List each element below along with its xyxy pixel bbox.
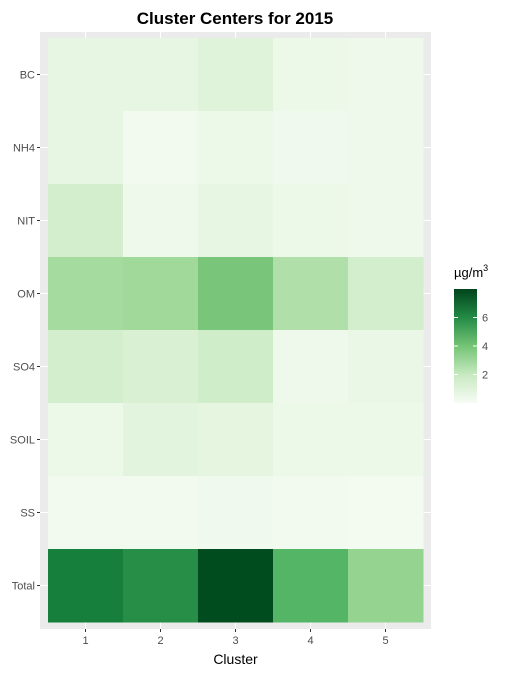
- legend-ticks: 2 4 6: [454, 313, 488, 382]
- heatmap-tile-nh4-cluster-3: [198, 111, 274, 185]
- y-tick-label-nit: NIT: [17, 216, 35, 228]
- heatmap-tile-bc-cluster-1: [48, 38, 124, 112]
- heatmap-tile-bc-cluster-3: [198, 38, 274, 112]
- legend-tick-label-4: 4: [482, 341, 488, 353]
- heatmap-tile-soil-cluster-2: [123, 403, 199, 477]
- heatmap-tile-so4-cluster-1: [48, 330, 124, 404]
- y-axis: BC NH4 NIT OM SO4 SOIL SS Total: [10, 70, 40, 593]
- legend-tick-label-6: 6: [482, 313, 488, 325]
- heatmap-tile-total-cluster-1: [48, 549, 124, 623]
- x-tick-label-3: 3: [232, 635, 238, 647]
- y-tick-label-so4: SO4: [13, 362, 35, 374]
- heatmap-tile-om-cluster-3: [198, 257, 274, 331]
- color-legend: µg/m3 2 4 6: [454, 263, 488, 403]
- y-tick-label-ss: SS: [20, 508, 35, 520]
- y-tick-label-om: OM: [17, 289, 35, 301]
- heatmap-tile-nit-cluster-3: [198, 184, 274, 258]
- x-axis: 1 2 3 4 5: [82, 629, 389, 647]
- heatmap-tile-soil-cluster-3: [198, 403, 274, 477]
- heatmap-tile-ss-cluster-4: [273, 476, 349, 550]
- heatmap-tile-total-cluster-4: [273, 549, 349, 623]
- heatmap-tile-total-cluster-5: [348, 549, 424, 623]
- heatmap-tile-so4-cluster-2: [123, 330, 199, 404]
- heatmap-tile-so4-cluster-3: [198, 330, 274, 404]
- heatmap-tiles: [48, 38, 424, 623]
- heatmap-tile-bc-cluster-5: [348, 38, 424, 112]
- legend-tick-label-2: 2: [482, 370, 488, 382]
- heatmap-tile-soil-cluster-4: [273, 403, 349, 477]
- heatmap-tile-om-cluster-5: [348, 257, 424, 331]
- heatmap-tile-bc-cluster-4: [273, 38, 349, 112]
- heatmap-tile-total-cluster-3: [198, 549, 274, 623]
- heatmap-tile-nh4-cluster-4: [273, 111, 349, 185]
- legend-title: µg/m3: [454, 263, 488, 280]
- heatmap-tile-ss-cluster-1: [48, 476, 124, 550]
- legend-title-text: µg/m: [454, 265, 483, 280]
- y-tick-label-soil: SOIL: [10, 435, 35, 447]
- heatmap-tile-so4-cluster-5: [348, 330, 424, 404]
- y-tick-label-bc: BC: [20, 70, 35, 82]
- heatmap-tile-soil-cluster-5: [348, 403, 424, 477]
- heatmap-tile-nit-cluster-1: [48, 184, 124, 258]
- heatmap-tile-total-cluster-2: [123, 549, 199, 623]
- legend-title-superscript: 3: [483, 263, 488, 273]
- heatmap-tile-nh4-cluster-5: [348, 111, 424, 185]
- heatmap-tile-om-cluster-2: [123, 257, 199, 331]
- heatmap-tile-bc-cluster-2: [123, 38, 199, 112]
- heatmap-tile-nh4-cluster-1: [48, 111, 124, 185]
- heatmap-tile-nh4-cluster-2: [123, 111, 199, 185]
- x-axis-title: Cluster: [213, 651, 258, 667]
- x-tick-label-2: 2: [157, 635, 163, 647]
- heatmap-tile-om-cluster-1: [48, 257, 124, 331]
- x-tick-label-1: 1: [82, 635, 88, 647]
- legend-colorbar: [454, 289, 477, 403]
- x-tick-label-5: 5: [382, 635, 388, 647]
- heatmap-tile-so4-cluster-4: [273, 330, 349, 404]
- y-tick-label-total: Total: [12, 581, 35, 593]
- heatmap-tile-ss-cluster-5: [348, 476, 424, 550]
- heatmap-tile-ss-cluster-2: [123, 476, 199, 550]
- heatmap-tile-nit-cluster-2: [123, 184, 199, 258]
- heatmap-tile-ss-cluster-3: [198, 476, 274, 550]
- heatmap-tile-om-cluster-4: [273, 257, 349, 331]
- chart-title: Cluster Centers for 2015: [137, 9, 334, 28]
- x-tick-label-4: 4: [307, 635, 313, 647]
- y-tick-label-nh4: NH4: [13, 143, 35, 155]
- heatmap-tile-nit-cluster-5: [348, 184, 424, 258]
- heatmap-tile-nit-cluster-4: [273, 184, 349, 258]
- heatmap-tile-soil-cluster-1: [48, 403, 124, 477]
